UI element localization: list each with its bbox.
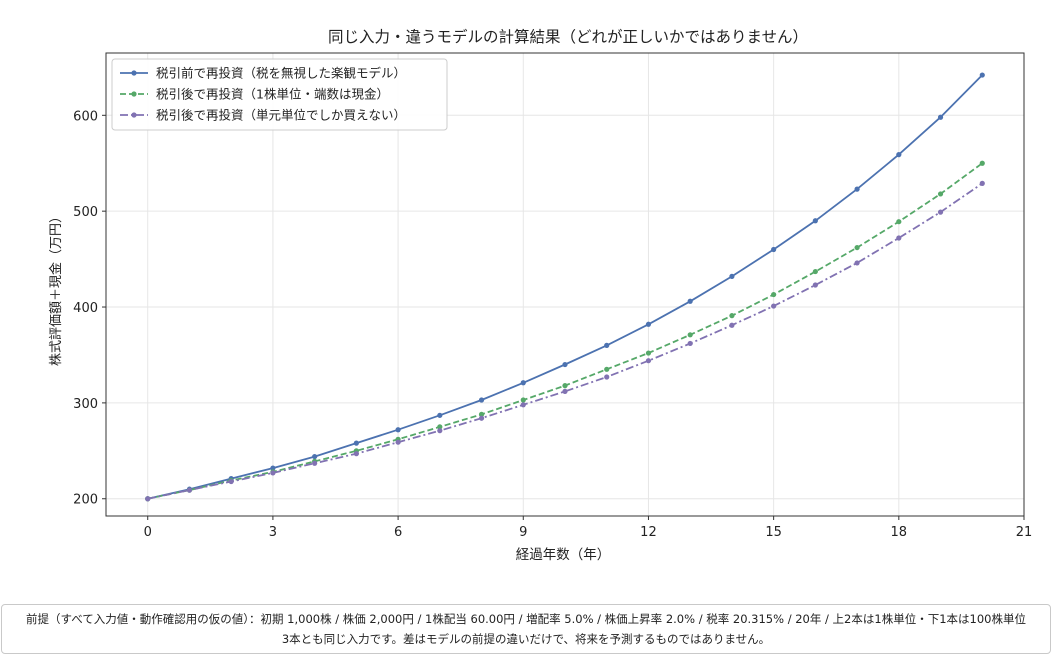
data-point [896, 235, 902, 241]
data-point [520, 402, 526, 408]
data-point [896, 152, 902, 158]
legend-box [111, 58, 448, 131]
y-tick-label: 400 [73, 301, 98, 316]
x-tick-label: 21 [1016, 525, 1033, 540]
data-point [520, 380, 526, 386]
data-point [771, 246, 777, 253]
data-point [186, 487, 193, 493]
data-point [478, 397, 485, 403]
data-point [270, 470, 276, 476]
data-point [979, 72, 985, 78]
data-point [729, 322, 735, 328]
data-point [437, 412, 443, 418]
data-point [812, 282, 818, 288]
data-point [854, 260, 860, 266]
data-point [562, 383, 568, 389]
data-point [979, 160, 985, 166]
y-axis-label: 株式評価額＋現金（万円） [48, 210, 64, 366]
data-point [937, 209, 944, 215]
data-point [145, 496, 151, 502]
data-point [562, 361, 568, 368]
assumptions-note: 前提（すべて入力値・動作確認用の仮の値）：初期 1,000株 / 株価 2,00… [1, 604, 1051, 654]
x-tick-label: 18 [891, 525, 908, 540]
legend-marker [131, 112, 137, 118]
data-point [228, 478, 234, 485]
data-point [687, 298, 693, 304]
data-point [687, 332, 693, 338]
chart-title: 同じ入力・違うモデルの計算結果（どれが正しいかではありません） [328, 27, 808, 46]
x-tick-label: 0 [144, 525, 152, 540]
data-point [729, 313, 735, 319]
data-point [729, 273, 735, 279]
y-tick-label: 500 [73, 205, 98, 220]
data-point [604, 366, 610, 372]
x-tick-label: 3 [269, 525, 277, 540]
legend-label-2: 税引後で再投資（1株単位・端数は現金） [156, 87, 389, 102]
data-point [312, 460, 318, 466]
assumptions-line-2: 3本とも同じ入力です。差はモデルの前提の違いだけで、将来を予測するものではありま… [281, 632, 771, 646]
data-point [812, 218, 818, 224]
y-tick-label: 600 [73, 109, 98, 124]
data-point [478, 411, 485, 417]
data-point [604, 374, 610, 380]
y-tick-label: 200 [73, 493, 98, 508]
y-tick-label: 300 [73, 397, 98, 412]
x-axis-label: 経過年数（年） [516, 547, 611, 563]
data-point [645, 321, 652, 327]
data-point [562, 388, 568, 394]
data-point [604, 342, 610, 348]
data-point [437, 424, 443, 430]
data-point [395, 427, 401, 433]
data-point [520, 397, 526, 403]
x-tick-label: 12 [640, 525, 657, 540]
data-point [270, 465, 276, 471]
assumptions-line-1: 前提（すべて入力値・動作確認用の仮の値）：初期 1,000株 / 株価 2,00… [26, 612, 1026, 626]
data-point [812, 268, 818, 275]
data-point [979, 180, 985, 186]
data-point [312, 453, 318, 460]
data-point [937, 114, 944, 120]
data-point [478, 415, 485, 421]
data-point [353, 440, 359, 446]
data-point [687, 340, 693, 347]
legend-label-1: 税引前で再投資（税を無視した楽観モデル） [156, 66, 406, 81]
x-tick-label: 15 [765, 525, 782, 540]
data-point [395, 439, 401, 445]
legend-label-3: 税引後で再投資（単元単位でしか買えない） [156, 108, 406, 123]
data-point [771, 303, 777, 309]
x-tick-label: 6 [394, 525, 402, 540]
plot-frame [105, 52, 1025, 517]
line-chart: 同じ入力・違うモデルの計算結果（どれが正しいかではありません） 0 3 6 9 12 15… [48, 27, 1033, 563]
data-point [937, 191, 944, 197]
data-point [896, 219, 902, 225]
data-point [854, 186, 860, 192]
data-point [854, 244, 860, 251]
data-point [353, 451, 359, 457]
legend-marker [131, 91, 137, 97]
x-tick-label: 9 [519, 525, 527, 540]
data-point [645, 358, 652, 364]
data-point [645, 350, 652, 356]
data-point [437, 428, 443, 434]
legend-marker [131, 70, 137, 76]
data-point [771, 291, 777, 298]
